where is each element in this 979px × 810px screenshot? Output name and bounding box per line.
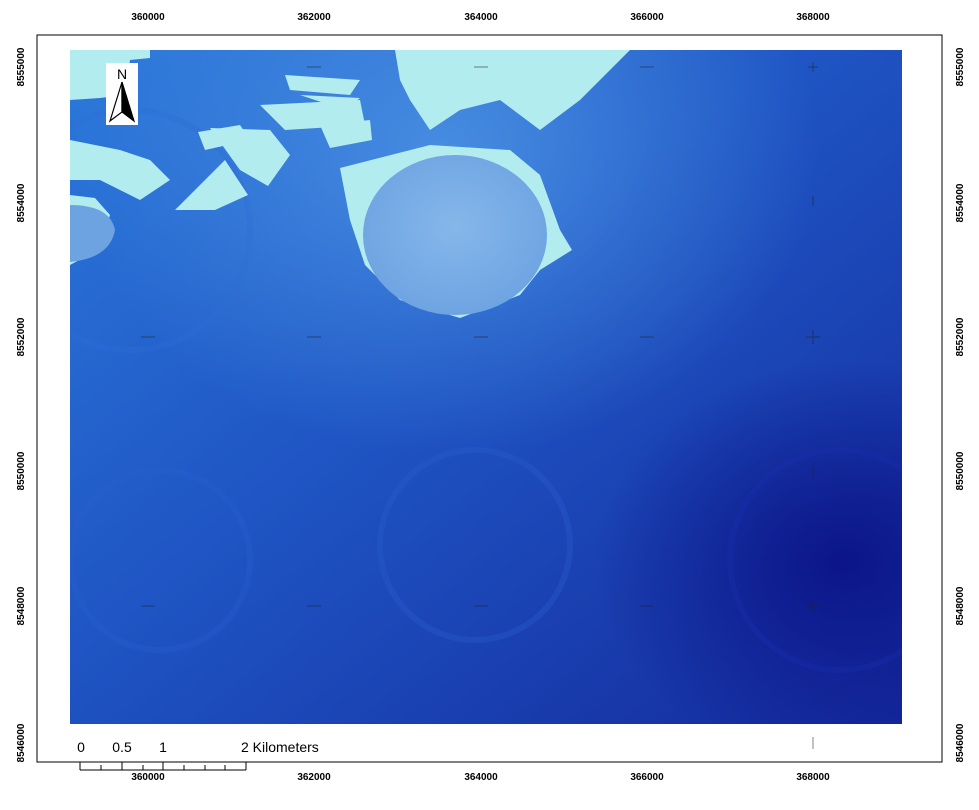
y-tick-left: 8552000 [16,317,27,356]
x-tick-bottom: 360000 [131,772,165,783]
x-tick-bottom: 366000 [630,772,664,783]
x-axis-bottom: 360000 362000 364000 366000 368000 [131,772,830,783]
y-tick-left: 8546000 [16,723,27,762]
raster-layer [70,50,902,724]
x-axis-top: 360000 362000 364000 366000 368000 [131,12,830,23]
scale-label-2-km: 2 Kilometers [241,739,319,755]
y-tick-left: 8555000 [16,47,27,86]
y-axis-right: 8555000 8554000 8552000 8550000 8548000 … [955,47,966,762]
y-tick-right: 8548000 [955,586,966,625]
y-tick-left: 8548000 [16,586,27,625]
scale-label-0: 0 [77,739,85,755]
scale-bar: 0 0.5 1 2 Kilometers [77,739,319,771]
x-tick-top: 368000 [796,12,830,23]
y-tick-right: 8552000 [955,317,966,356]
north-arrow-label: N [117,66,127,82]
y-tick-left: 8554000 [16,183,27,222]
x-tick-bottom: 362000 [297,772,331,783]
y-axis-left: 8555000 8554000 8552000 8550000 8548000 … [16,47,27,762]
scale-label-1: 1 [159,739,167,755]
map-frame [36,34,943,763]
x-tick-bottom: 368000 [796,772,830,783]
x-tick-top: 360000 [131,12,165,23]
x-tick-top: 362000 [297,12,331,23]
y-tick-right: 8546000 [955,723,966,762]
x-tick-bottom: 364000 [464,772,498,783]
depression-feature [363,155,547,315]
x-tick-top: 366000 [630,12,664,23]
x-tick-top: 364000 [464,12,498,23]
north-arrow-icon: N [106,63,138,125]
y-tick-right: 8554000 [955,183,966,222]
y-tick-right: 8550000 [955,451,966,490]
graticule [141,62,820,749]
scale-label-0-5: 0.5 [112,739,132,755]
y-tick-right: 8555000 [955,47,966,86]
y-tick-left: 8550000 [16,451,27,490]
